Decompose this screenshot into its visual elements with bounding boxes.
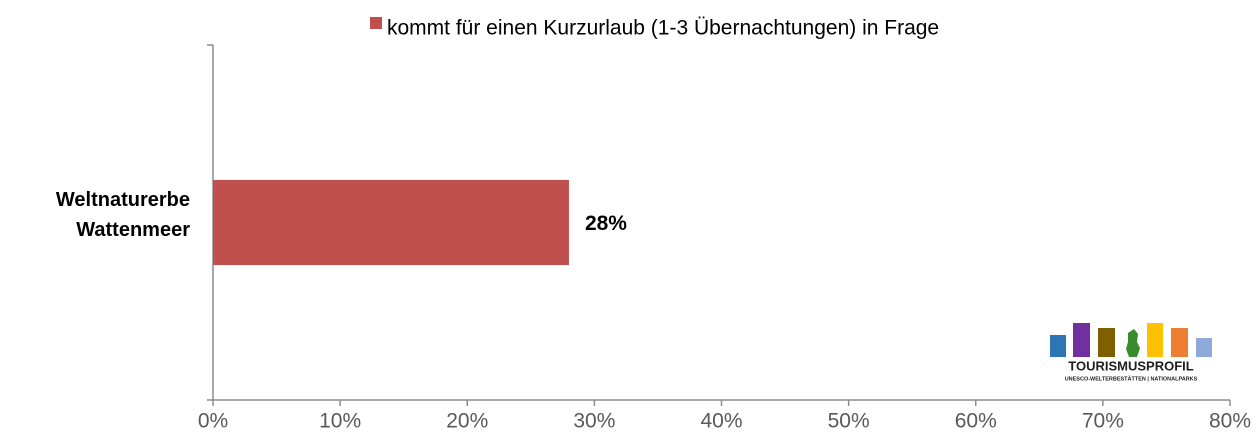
- logo-subtitle: UNESCO-WELTERBESTÄTTEN | NATIONALPARKS: [1065, 375, 1198, 382]
- category-label: Weltnaturerbe Wattenmeer: [55, 189, 190, 241]
- x-tick-label: 30%: [573, 410, 615, 433]
- x-tick-label: 40%: [700, 410, 742, 433]
- x-tick-label: 0%: [198, 410, 228, 433]
- x-tick-label: 10%: [319, 410, 361, 433]
- x-tick-label: 60%: [955, 410, 997, 433]
- logo-bar: [1171, 328, 1188, 357]
- bar: [213, 179, 569, 266]
- logo-bar: [1073, 323, 1090, 357]
- legend-swatch: [370, 17, 382, 29]
- logo-bar: [1196, 338, 1212, 357]
- logo-bar: [1098, 328, 1115, 357]
- legend-label: kommt für einen Kurzurlaub (1-3 Übernach…: [387, 17, 939, 40]
- logo-bar: [1147, 323, 1163, 357]
- logo-bar: [1050, 335, 1066, 357]
- x-tick-label: 20%: [446, 410, 488, 433]
- x-tick-label: 50%: [828, 410, 870, 433]
- logo-map: [1126, 329, 1140, 357]
- x-tick-label: 70%: [1082, 410, 1124, 433]
- logo: TOURISMUSPROFIL UNESCO-WELTERBESTÄTTEN |…: [1050, 323, 1212, 382]
- logo-title: TOURISMUSPROFIL: [1068, 358, 1193, 373]
- data-label: 28%: [585, 212, 627, 235]
- x-tick-label: 80%: [1209, 410, 1251, 433]
